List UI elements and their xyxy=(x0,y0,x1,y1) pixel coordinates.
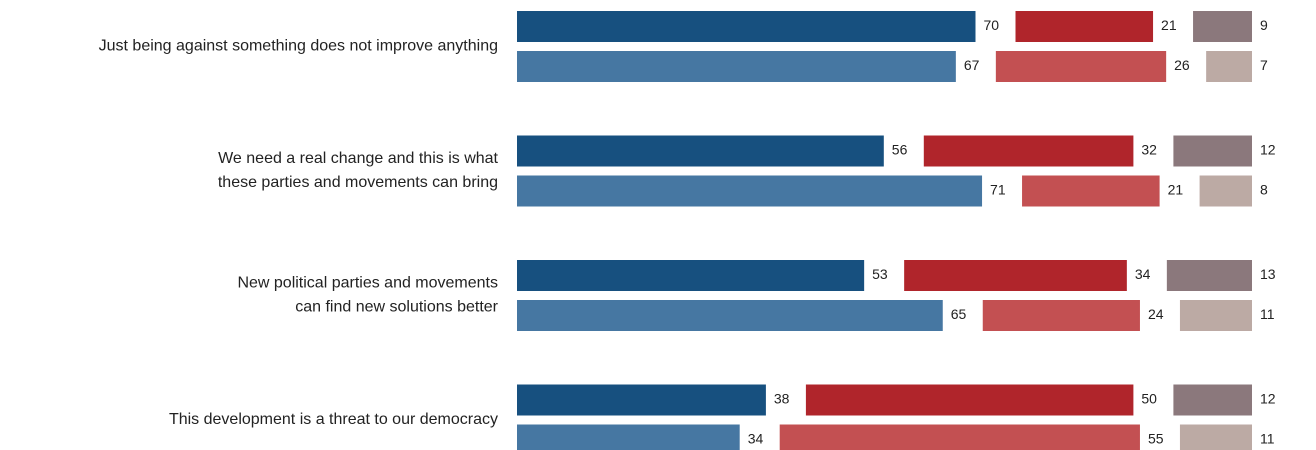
data-label: 13 xyxy=(1260,266,1276,282)
data-label: 24 xyxy=(1148,306,1164,322)
bar-segment xyxy=(1206,51,1252,82)
bar-segment xyxy=(517,384,766,416)
data-label: 71 xyxy=(990,182,1006,198)
bar-segment xyxy=(517,300,943,331)
bar-segment xyxy=(1015,11,1154,42)
bar-segment xyxy=(1199,175,1252,207)
category-labels: Just being against something does not im… xyxy=(99,38,499,429)
data-label: 34 xyxy=(748,431,764,447)
category-label: can find new solutions better xyxy=(295,299,498,316)
bar-segment xyxy=(517,260,865,291)
category-label: We need a real change and this is what xyxy=(218,150,498,167)
category-label: New political parties and movements xyxy=(237,275,498,292)
data-label: 38 xyxy=(774,391,790,407)
category-label: these parties and movements can bring xyxy=(218,174,498,191)
bar-segment xyxy=(1022,175,1160,207)
data-label: 32 xyxy=(1141,142,1157,158)
bar-segment xyxy=(982,300,1140,331)
data-label: 55 xyxy=(1148,431,1164,447)
data-label: 34 xyxy=(1135,266,1151,282)
bar-segment xyxy=(1179,300,1252,331)
data-label: 12 xyxy=(1260,142,1276,158)
data-label: 11 xyxy=(1260,431,1275,447)
bar-groups: 70 21 9 67 26 7 56 32 12 71 21 8 53 34 13 65 24 11 38 50 12 3… xyxy=(517,11,1276,450)
bar-segment xyxy=(805,384,1134,416)
bar-segment xyxy=(517,51,956,82)
data-label: 9 xyxy=(1260,17,1268,33)
bar-segment xyxy=(923,135,1134,167)
bar-segment xyxy=(517,11,976,42)
bar-segment xyxy=(1179,424,1252,450)
data-label: 53 xyxy=(872,266,888,282)
bar-segment xyxy=(1193,11,1252,42)
bar-segment xyxy=(1173,384,1252,416)
bar-segment xyxy=(517,424,740,450)
data-label: 21 xyxy=(1168,182,1184,198)
category-label: This development is a threat to our demo… xyxy=(169,411,498,428)
data-label: 56 xyxy=(892,142,908,158)
data-label: 26 xyxy=(1174,57,1190,73)
bar-segment xyxy=(1166,260,1252,291)
bar-segment xyxy=(517,135,884,167)
data-label: 70 xyxy=(984,17,1000,33)
data-label: 7 xyxy=(1260,57,1268,73)
category-label: Just being against something does not im… xyxy=(99,38,498,55)
data-label: 67 xyxy=(964,57,980,73)
data-label: 21 xyxy=(1161,17,1177,33)
bar-segment xyxy=(517,175,983,207)
bar-segment xyxy=(995,51,1167,82)
data-label: 50 xyxy=(1141,391,1157,407)
bar-segment xyxy=(1173,135,1252,167)
data-label: 11 xyxy=(1260,306,1275,322)
data-label: 12 xyxy=(1260,391,1276,407)
data-label: 8 xyxy=(1260,182,1268,198)
bar-segment xyxy=(904,260,1127,291)
bar-segment xyxy=(779,424,1140,450)
data-label: 65 xyxy=(951,306,967,322)
